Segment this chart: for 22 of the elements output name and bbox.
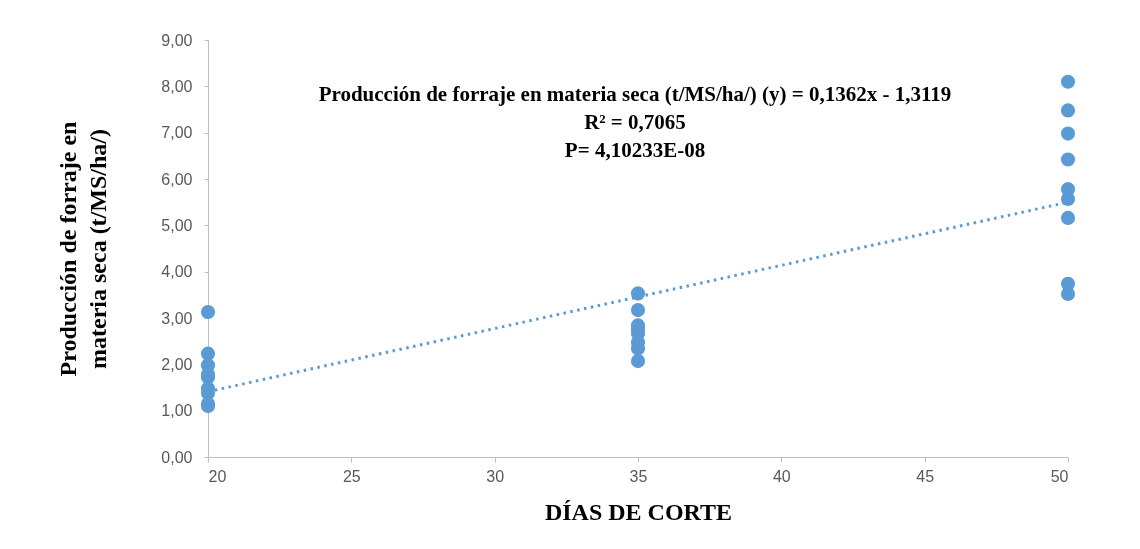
annotation: R² = 0,7065 — [584, 110, 686, 134]
y-tick-label: 0,00 — [161, 448, 193, 466]
x-axis-title: DÍAS DE CORTE — [544, 498, 733, 525]
y-tick-label: 6,00 — [161, 170, 193, 188]
y-axis-title: Producción de forraje en materia seca (t/MS/ha/) — [55, 121, 112, 377]
x-tick-label: 35 — [629, 467, 648, 485]
y-tick-label: 8,00 — [161, 77, 193, 95]
y-tick-label: 9,00 — [161, 31, 193, 49]
x-tick-label: 40 — [772, 467, 791, 485]
y-tick-label: 4,00 — [161, 263, 193, 281]
y-tick-label: 2,00 — [161, 355, 193, 373]
annotation: P= 4,10233E-08 — [564, 138, 706, 162]
annotation: Producción de forraje en materia seca (t/MS/ha/) (y) = 0,1362x - 1,3119 — [318, 82, 952, 106]
y-tick-label: 1,00 — [161, 402, 193, 420]
x-tick-label: 45 — [916, 467, 935, 485]
y-tick-label: 7,00 — [161, 124, 193, 142]
x-tick-label: 20 — [208, 467, 227, 485]
y-tick-label: 3,00 — [161, 309, 193, 327]
y-tick-label: 5,00 — [161, 216, 193, 234]
x-tick-label: 30 — [486, 467, 505, 485]
x-tick-label: 50 — [1050, 467, 1069, 485]
x-tick-label: 25 — [342, 467, 361, 485]
